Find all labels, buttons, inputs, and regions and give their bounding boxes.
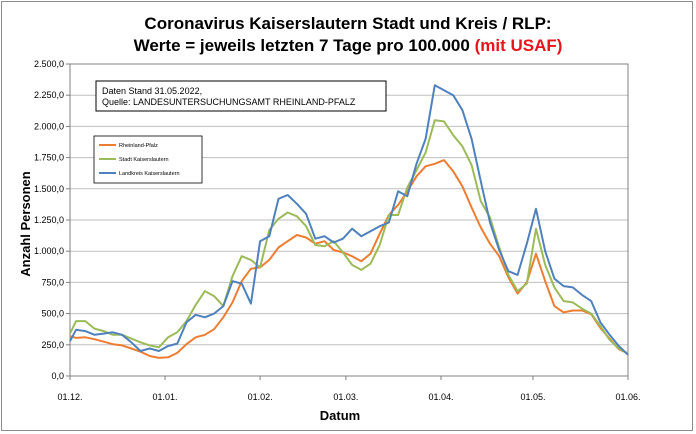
legend-label-3: Landkreis Kaiserslautern [119,171,180,177]
series-lines [69,84,629,359]
y-tick-label: 750,0 [41,277,64,287]
series-line-2 [69,119,629,355]
y-axis-title: Anzahl Personen [18,171,33,277]
chart-title-line2-black: Werte = jeweils letzten 7 Tage pro 100.0… [133,36,475,55]
source-annotation-line1: Daten Stand 31.05.2022, [102,86,202,96]
source-annotation: Daten Stand 31.05.2022, Quelle: LANDESUN… [95,80,387,112]
x-tick-label: 01.03. [333,392,358,402]
source-annotation-line2: Quelle: LANDESUNTERSUCHUNGSAMT RHEINLAND… [102,97,356,107]
y-tick-labels: 0,0 250,0 500,0 750,0 1.000,0 1.250,0 1.500,0 1… [34,59,64,381]
y-tick-label: 2.000,0 [34,121,64,131]
x-tick-label: 01.04. [428,392,453,402]
chart-title-line1: Coronavirus Kaiserslautern Stadt und Kre… [144,14,552,33]
source-annotation-box [95,80,387,112]
x-tick-label: 01.06. [615,392,640,402]
legend-label-1: Rheinland-Pfalz [119,143,158,149]
chart-title-line2: Werte = jeweils letzten 7 Tage pro 100.0… [0,36,696,56]
x-tick-label: 01.05. [520,392,545,402]
x-tick-labels: 01.12. 01.01. 01.02. 01.03. 01.04. 01.05. 01.0… [57,392,640,402]
y-tick-label: 500,0 [41,309,64,319]
y-tick-label: 250,0 [41,340,64,350]
y-tick-label: 2.250,0 [34,90,64,100]
x-axis-title: Datum [320,408,360,423]
x-tick-label: 01.02. [248,392,273,402]
plot-area-border [69,63,629,377]
x-tick-label: 01.12. [57,392,82,402]
series-line-1 [69,159,629,359]
y-tick-label: 1.500,0 [34,184,64,194]
series-line-3 [69,84,629,356]
y-tick-label: 1.250,0 [34,215,64,225]
chart-title-line2-red: (mit USAF) [474,36,563,55]
legend: Rheinland-Pfalz Stadt Kaiserslautern Landk… [93,135,203,184]
y-tick-label: 0,0 [51,371,64,381]
y-tick-label: 1.000,0 [34,246,64,256]
y-tick-label: 2.500,0 [34,59,64,69]
y-tick-label: 1.750,0 [34,153,64,163]
x-tick-label: 01.01. [153,392,178,402]
legend-label-2: Stadt Kaiserslautern [119,157,169,163]
